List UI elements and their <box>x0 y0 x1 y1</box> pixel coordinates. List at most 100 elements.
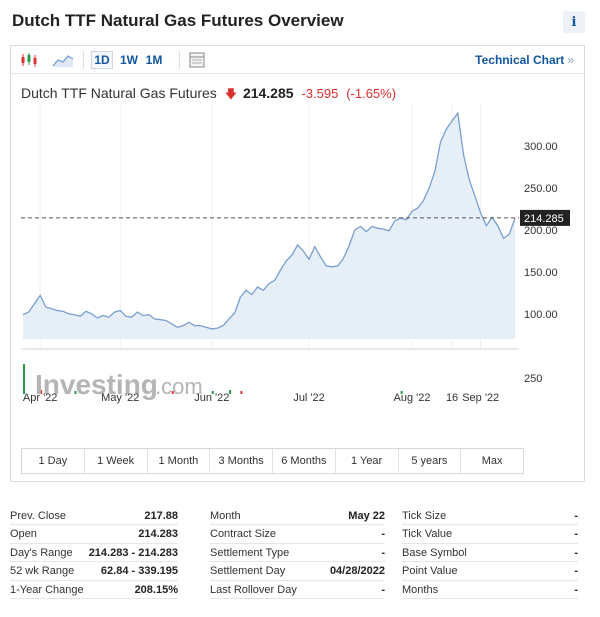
stat-value: 214.283 <box>138 528 178 540</box>
x-tick-label: May '22 <box>101 392 139 404</box>
price-change-percent: (-1.65%) <box>346 86 397 101</box>
stat-row: Point Value - <box>402 563 578 581</box>
stat-value: - <box>574 565 578 577</box>
price-line <box>22 111 516 330</box>
stat-label: Tick Size <box>402 509 447 522</box>
volume-bars <box>23 364 403 394</box>
page-title: Dutch TTF Natural Gas Futures Overview <box>12 11 344 30</box>
stat-row: Contract Size - <box>210 526 385 544</box>
stat-label: Point Value <box>402 565 458 577</box>
x-tick-label: Jun '22 <box>194 392 229 404</box>
range-button-5-years[interactable]: 5 years <box>399 449 462 473</box>
stat-label: 52 wk Range <box>10 565 75 577</box>
stat-label: Prev. Close <box>10 509 67 522</box>
timeframe-1w-button[interactable]: 1W <box>120 53 138 67</box>
range-button-1-year[interactable]: 1 Year <box>336 449 399 473</box>
current-price-label: 214.285 <box>524 213 564 225</box>
stat-label: Day's Range <box>10 546 73 559</box>
technical-chart-link[interactable]: Technical Chart» <box>475 53 574 67</box>
info-icon[interactable]: i <box>563 11 585 33</box>
stat-value: - <box>574 509 578 522</box>
volume-tick-label: 250 <box>524 373 542 385</box>
range-button-1-week[interactable]: 1 Week <box>85 449 148 473</box>
y-tick-label: 300.00 <box>524 141 558 153</box>
stat-row: Day's Range 214.283 - 214.283 <box>10 544 178 562</box>
range-selector: 1 Day 1 Week 1 Month 3 Months 6 Months 1 Year… <box>21 448 524 474</box>
volume-bar <box>23 364 25 394</box>
x-tick-label: Sep '22 <box>462 392 499 404</box>
range-button-6-months[interactable]: 6 Months <box>273 449 336 473</box>
volume-bar <box>228 390 231 394</box>
stat-label: Settlement Type <box>210 546 290 559</box>
volume-bar <box>211 391 214 394</box>
stat-row: 1-Year Change 208.15% <box>10 581 178 599</box>
stat-value: - <box>381 583 385 596</box>
current-price-badge: 214.285 <box>520 209 570 226</box>
y-tick-label: 200.00 <box>524 225 558 237</box>
stat-label: Open <box>10 528 37 540</box>
stat-row: Tick Size - <box>402 507 578 525</box>
stat-value: - <box>574 528 578 540</box>
last-price: 214.285 <box>242 85 294 101</box>
timeframe-1m-button[interactable]: 1M <box>145 53 163 67</box>
volume-bar <box>400 391 403 394</box>
area-chart-icon[interactable] <box>51 50 75 70</box>
volume-bar <box>171 391 174 394</box>
range-button-max[interactable]: Max <box>481 455 503 467</box>
instrument-name: Dutch TTF Natural Gas Futures <box>21 85 217 101</box>
stat-value: 208.15% <box>134 583 178 596</box>
stat-label: Tick Value <box>402 528 453 540</box>
stat-row: 52 wk Range 62.84 - 339.195 <box>10 563 178 581</box>
x-tick-label: 16 <box>446 392 458 404</box>
x-tick-label: Aug '22 <box>394 392 431 404</box>
stat-value: - <box>574 583 578 596</box>
stat-row: Prev. Close 217.88 <box>10 507 178 525</box>
stat-value: 214.283 - 214.283 <box>88 546 178 559</box>
watermark-suffix: .com <box>155 374 203 399</box>
range-button-1-month[interactable]: 1 Month <box>148 449 211 473</box>
quote-line: Dutch TTF Natural Gas Futures 🡇 214.285 … <box>21 85 396 106</box>
stat-value: - <box>381 546 385 559</box>
volume-bar <box>74 391 77 394</box>
stat-row: Settlement Day 04/28/2022 <box>210 563 385 581</box>
stat-row: Month May 22 <box>210 507 385 525</box>
stat-row: Last Rollover Day - <box>210 581 385 599</box>
stat-label: Contract Size <box>210 528 277 540</box>
stat-value: 04/28/2022 <box>329 565 385 577</box>
y-tick-label: 100.00 <box>524 309 558 321</box>
volume-bar <box>40 390 43 394</box>
chart-toolbar: 1D 1W 1M Technical Chart» <box>11 46 584 74</box>
stat-row: Months - <box>402 581 578 599</box>
x-tick-label: Jul '22 <box>293 392 324 404</box>
stat-row: Settlement Type - <box>210 544 385 562</box>
range-button-1-day[interactable]: 1 Day <box>22 449 85 473</box>
stat-label: Month <box>210 509 241 522</box>
stat-value: May 22 <box>348 509 385 522</box>
timeframe-1d-button[interactable]: 1D <box>91 51 113 69</box>
y-tick-label: 150.00 <box>524 267 558 279</box>
stat-label: Settlement Day <box>210 565 286 577</box>
stat-value: - <box>381 528 385 540</box>
stat-label: 1-Year Change <box>10 583 84 596</box>
data-table-icon[interactable] <box>187 50 207 70</box>
stat-value: 217.88 <box>144 509 178 522</box>
down-arrow-icon: 🡇 <box>224 87 238 101</box>
chart-panel: 1D 1W 1M Technical Chart» Dutch TTF Natu… <box>10 45 585 482</box>
y-tick-label: 250.00 <box>524 183 558 195</box>
stat-label: Months <box>402 583 439 596</box>
stat-row: Tick Value - <box>402 526 578 544</box>
price-area <box>23 113 515 339</box>
stat-label: Base Symbol <box>402 546 467 559</box>
stat-value: - <box>574 546 578 559</box>
candlestick-icon[interactable] <box>19 50 39 70</box>
stat-label: Last Rollover Day <box>210 583 297 596</box>
volume-bar <box>240 391 243 394</box>
price-change: -3.595 <box>301 86 339 101</box>
watermark-brand: Investing <box>35 369 158 400</box>
stat-row: Base Symbol - <box>402 544 578 562</box>
stat-value: 62.84 - 339.195 <box>100 565 178 577</box>
stat-row: Open 214.283 <box>10 526 178 544</box>
price-chart[interactable]: Investing .com 100.00 150.00 200.00 250.00 3… <box>21 104 576 404</box>
x-tick-label: Apr '22 <box>23 392 58 404</box>
range-button-3-months[interactable]: 3 Months <box>210 449 273 473</box>
